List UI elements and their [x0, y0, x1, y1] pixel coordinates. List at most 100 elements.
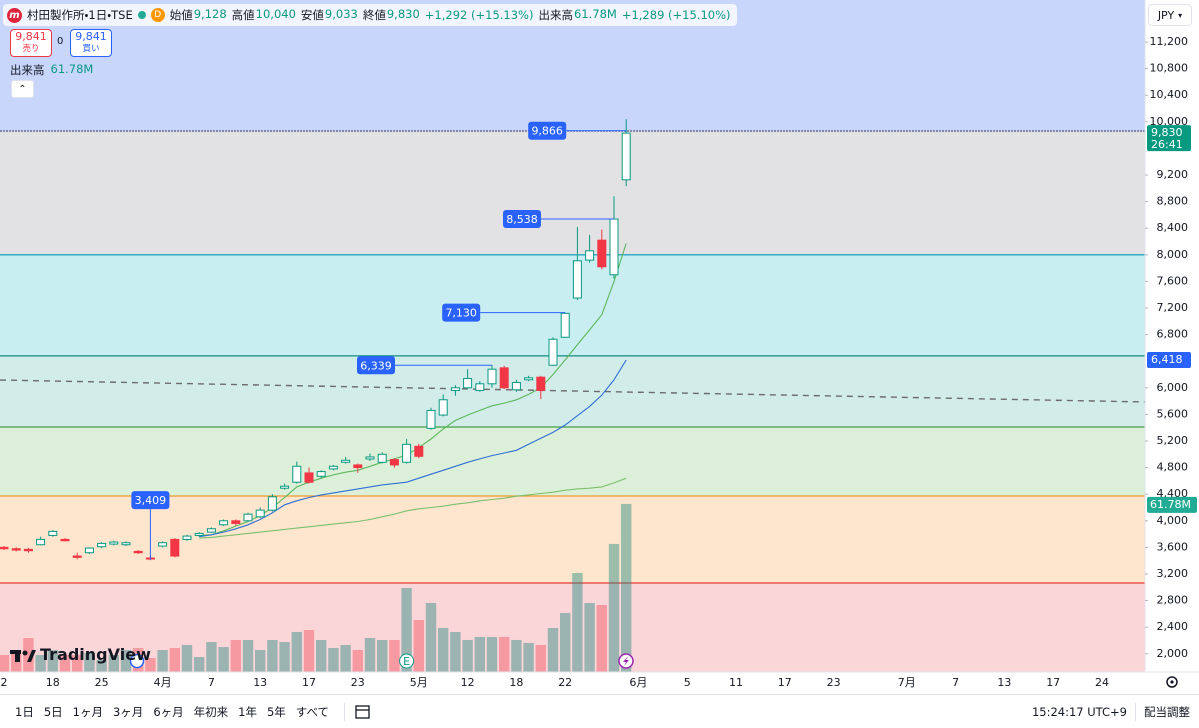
volume-bar	[425, 602, 437, 672]
x-tick-label: 22	[558, 676, 572, 689]
volume-bar	[194, 656, 205, 672]
volume-change: +1,289 (+15.10%)	[621, 8, 731, 22]
x-tick-label: 11	[729, 676, 743, 689]
candle-body	[511, 381, 521, 391]
range-button[interactable]: 1日	[15, 704, 34, 719]
volume-stat: 出来高 61.78M	[538, 7, 616, 23]
sell-price: 9,841	[15, 30, 47, 43]
sell-button[interactable]: 9,841 売り	[10, 29, 52, 57]
buy-price: 9,841	[75, 30, 107, 43]
range-button[interactable]: 5日	[43, 704, 63, 719]
currency-select[interactable]: JPY ▾	[1148, 4, 1192, 26]
volume-bar	[377, 639, 388, 672]
candle-body	[255, 509, 265, 518]
candle-body	[316, 471, 326, 477]
buy-button[interactable]: 9,841 買い	[70, 29, 112, 57]
collapse-button[interactable]: ⌃	[11, 80, 34, 98]
x-tick-label: 23	[351, 676, 365, 689]
brand-logo[interactable]: TradingView	[10, 645, 151, 664]
volume-bar	[120, 649, 132, 672]
volume-legend-label: 出来高	[10, 63, 45, 77]
x-tick-label: 12	[461, 676, 475, 689]
range-button[interactable]: すべて	[295, 704, 330, 719]
y-tick-label: 7,600	[1157, 274, 1189, 287]
y-tick-label: 4,800	[1157, 461, 1189, 474]
y-tick-label: 6,800	[1157, 328, 1189, 341]
volume-bar	[267, 639, 278, 672]
volume-bar	[328, 647, 339, 672]
candle-body	[560, 312, 570, 338]
lightning-glyph	[623, 656, 629, 666]
candle-body	[341, 459, 351, 463]
volume-bar	[181, 644, 193, 672]
callout-box	[528, 121, 567, 140]
volume-bar	[279, 641, 290, 672]
range-button[interactable]: 1ヶ月	[72, 704, 103, 719]
candle-body	[414, 445, 424, 457]
x-tick-label: 6月	[629, 676, 647, 689]
candle-body	[48, 530, 58, 536]
stat-label: 出来高	[538, 8, 573, 22]
stat-label: 高値	[231, 8, 255, 22]
range-button[interactable]: 5年	[266, 704, 286, 719]
range-buttons: 1日 5日 1ヶ月 3ヶ月 6ヶ月 年初来 1年 5年 すべて	[10, 704, 334, 720]
candle-body	[304, 472, 314, 483]
x-tick-label: 5月	[410, 676, 428, 689]
range-button[interactable]: 6ヶ月	[153, 704, 184, 719]
bottom-toolbar: 1日 5日 1ヶ月 3ヶ月 6ヶ月 年初来 1年 5年 すべて 15:24:17 UTC+9 配…	[0, 694, 1199, 728]
y-tick-label: 7,200	[1157, 301, 1189, 314]
candle-body	[182, 535, 192, 540]
volume-bar	[608, 543, 620, 672]
y-tick-label: 2,800	[1157, 594, 1189, 607]
stat-value: 9,830	[386, 7, 420, 21]
candle-body	[206, 528, 216, 533]
ohlc-stat: 安値 9,033	[301, 7, 358, 23]
x-tick-label: 18	[46, 676, 60, 689]
volume-bar	[596, 604, 607, 672]
volume-bar	[108, 654, 119, 672]
candle-body	[487, 368, 497, 385]
candle-body	[426, 409, 436, 429]
price-change: +1,292 (+15.13%)	[424, 8, 534, 22]
candle-body	[353, 464, 363, 469]
event-label: E	[403, 655, 410, 668]
volume-bar	[255, 649, 266, 672]
volume-bar	[291, 631, 302, 672]
volume-legend: 出来高 61.78M	[10, 62, 93, 78]
symbol-name[interactable]: 村田製作所・1日・TSE	[27, 8, 133, 22]
stat-value: 9,128	[193, 7, 227, 21]
separator	[344, 702, 346, 721]
zone	[0, 427, 1145, 496]
range-button[interactable]: 年初来	[193, 704, 229, 719]
candle-body	[609, 218, 619, 276]
candle-body	[60, 538, 70, 542]
event-marker	[399, 653, 415, 669]
stat-label: 終値	[362, 8, 386, 22]
volume-bar	[462, 639, 473, 672]
y-tick-label: 9,200	[1157, 168, 1189, 181]
candle-body	[231, 520, 241, 524]
callout-label: 6,339	[360, 359, 392, 372]
y-tick-label: 8,400	[1157, 221, 1189, 234]
y-tick-label: 5,200	[1157, 434, 1189, 447]
volume-bar	[523, 642, 534, 672]
ohlc-stat: 始値 9,128	[170, 7, 227, 23]
settings-icon[interactable]	[1166, 676, 1178, 688]
adjust-button[interactable]: 配当調整	[1144, 704, 1190, 719]
range-button[interactable]: 1年	[238, 704, 257, 719]
separator	[1135, 702, 1136, 721]
clock[interactable]: 15:24:17 UTC+9	[1031, 704, 1127, 719]
candle-body	[389, 459, 399, 466]
range-button[interactable]: 3ヶ月	[112, 704, 144, 719]
y-tick-label: 2,400	[1157, 620, 1189, 633]
volume-bar	[401, 587, 412, 672]
date-range-icon[interactable]	[353, 702, 373, 722]
volume-bar	[450, 631, 461, 672]
zone	[0, 130, 1145, 255]
y-tick-label: 2,000	[1157, 647, 1189, 660]
zone	[0, 582, 1145, 672]
candle-body	[597, 239, 607, 268]
volume-bar	[157, 649, 168, 672]
candle-body	[524, 377, 534, 381]
